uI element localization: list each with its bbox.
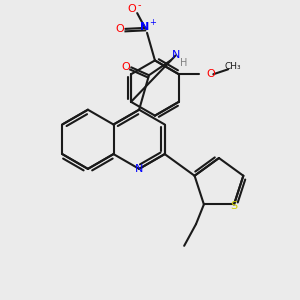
Text: N: N <box>140 22 150 32</box>
Text: H: H <box>180 58 187 68</box>
Text: N: N <box>135 164 143 174</box>
Text: S: S <box>230 201 238 212</box>
Text: O: O <box>127 4 136 14</box>
Text: CH₃: CH₃ <box>225 62 242 71</box>
Text: O: O <box>206 69 215 79</box>
Text: -: - <box>137 0 141 10</box>
Text: +: + <box>149 19 156 28</box>
Text: N: N <box>171 50 180 61</box>
Text: O: O <box>115 24 124 34</box>
Text: O: O <box>121 62 130 72</box>
